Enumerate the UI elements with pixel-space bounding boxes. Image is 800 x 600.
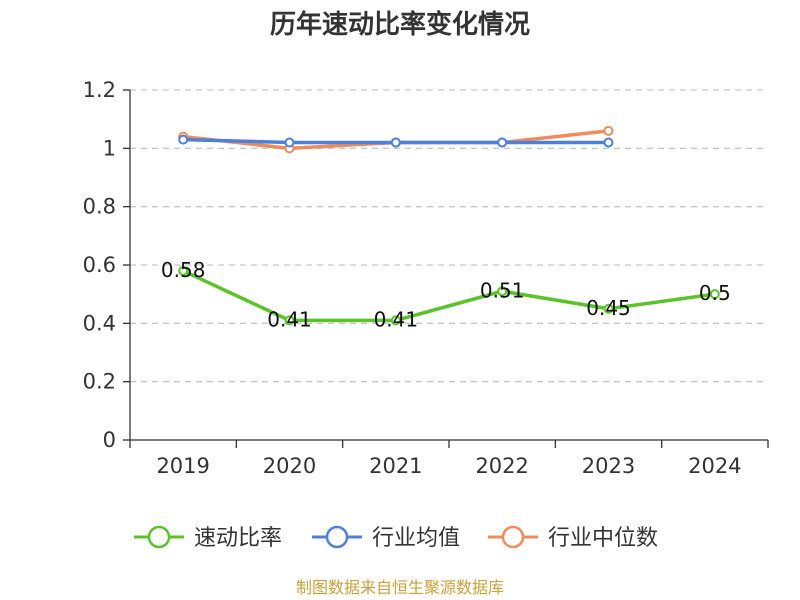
source-note: 制图数据来自恒生聚源数据库 [296,578,504,597]
data-label: 0.41 [374,307,419,331]
data-label: 0.45 [586,296,631,320]
legend-label: 行业中位数 [548,526,658,551]
data-label: 0.51 [480,278,525,302]
x-tick-label: 2019 [156,454,209,478]
y-tick-label: 0.6 [83,253,116,277]
x-tick-label: 2024 [688,454,741,478]
legend-item: 速动比率 [134,525,282,551]
data-label: 0.58 [161,258,206,282]
data-label: 0.5 [699,281,731,305]
legend-label: 速动比率 [194,526,282,551]
data-point [284,137,295,148]
data-labels: 0.58 0.41 0.41 0.51 0.45 0.5 [161,258,731,332]
legend: 速动比率 行业均值 行业中位数 [134,525,658,551]
legend-item: 行业均值 [312,525,460,551]
data-point [178,265,189,276]
data-point [497,137,508,148]
x-tick-label: 2023 [582,454,635,478]
series-line [181,269,717,323]
y-tick-label: 0 [103,428,116,452]
y-tick-label: 1.2 [83,78,116,102]
legend-marker [147,525,171,549]
x-tick-label: 2022 [475,454,528,478]
data-point [178,134,189,145]
y-tick-label: 0.8 [83,195,116,219]
data-point [284,315,295,326]
data-point [603,303,614,314]
y-tick-label: 0.4 [83,311,116,335]
data-point [603,125,614,136]
y-tick-label: 1 [103,136,116,160]
data-point [497,286,508,297]
data-label: 0.41 [267,307,312,331]
chart-title: 历年速动比率变化情况 [270,9,530,40]
x-tick-label: 2021 [369,454,422,478]
data-point [390,137,401,148]
data-point [390,315,401,326]
x-tick-label: 2020 [263,454,316,478]
axes: 0 0.2 0.4 0.6 0.8 1 1.2 2019 2020 2021 2022 2023 202… [83,78,769,478]
legend-item: 行业中位数 [488,525,658,551]
data-point [603,137,614,148]
data-point [709,289,720,300]
y-tick-label: 0.2 [83,370,116,394]
legend-marker [501,525,525,549]
grid-lines [130,89,768,383]
legend-marker [325,525,349,549]
series-lines [178,125,720,326]
legend-label: 行业均值 [372,526,460,551]
